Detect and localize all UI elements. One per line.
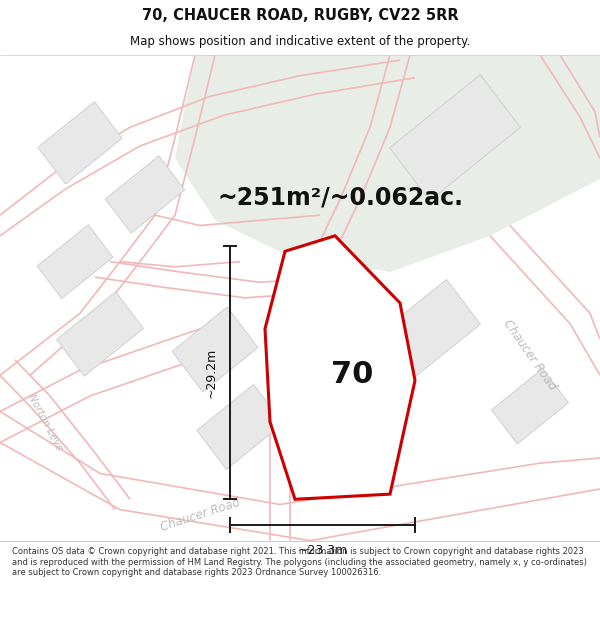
Text: ~251m²/~0.062ac.: ~251m²/~0.062ac.: [217, 186, 463, 209]
Polygon shape: [56, 292, 143, 376]
Polygon shape: [298, 324, 403, 426]
Text: Map shows position and indicative extent of the property.: Map shows position and indicative extent…: [130, 35, 470, 48]
Text: ~23.3m: ~23.3m: [298, 544, 347, 557]
Polygon shape: [175, 55, 600, 272]
Polygon shape: [380, 279, 481, 378]
Text: 70, CHAUCER ROAD, RUGBY, CV22 5RR: 70, CHAUCER ROAD, RUGBY, CV22 5RR: [142, 8, 458, 23]
Polygon shape: [265, 236, 415, 499]
Polygon shape: [105, 156, 185, 233]
Text: ~29.2m: ~29.2m: [205, 348, 218, 398]
Polygon shape: [172, 307, 258, 392]
Text: Norton Leys: Norton Leys: [26, 392, 64, 452]
Polygon shape: [197, 384, 283, 469]
Polygon shape: [491, 369, 569, 444]
Text: Contains OS data © Crown copyright and database right 2021. This information is : Contains OS data © Crown copyright and d…: [12, 548, 587, 577]
Text: 70: 70: [331, 360, 373, 389]
Text: Chaucer Road: Chaucer Road: [158, 496, 241, 534]
Polygon shape: [389, 74, 520, 201]
Text: Chaucer Road: Chaucer Road: [501, 317, 559, 392]
Polygon shape: [38, 102, 122, 184]
Polygon shape: [37, 225, 113, 299]
